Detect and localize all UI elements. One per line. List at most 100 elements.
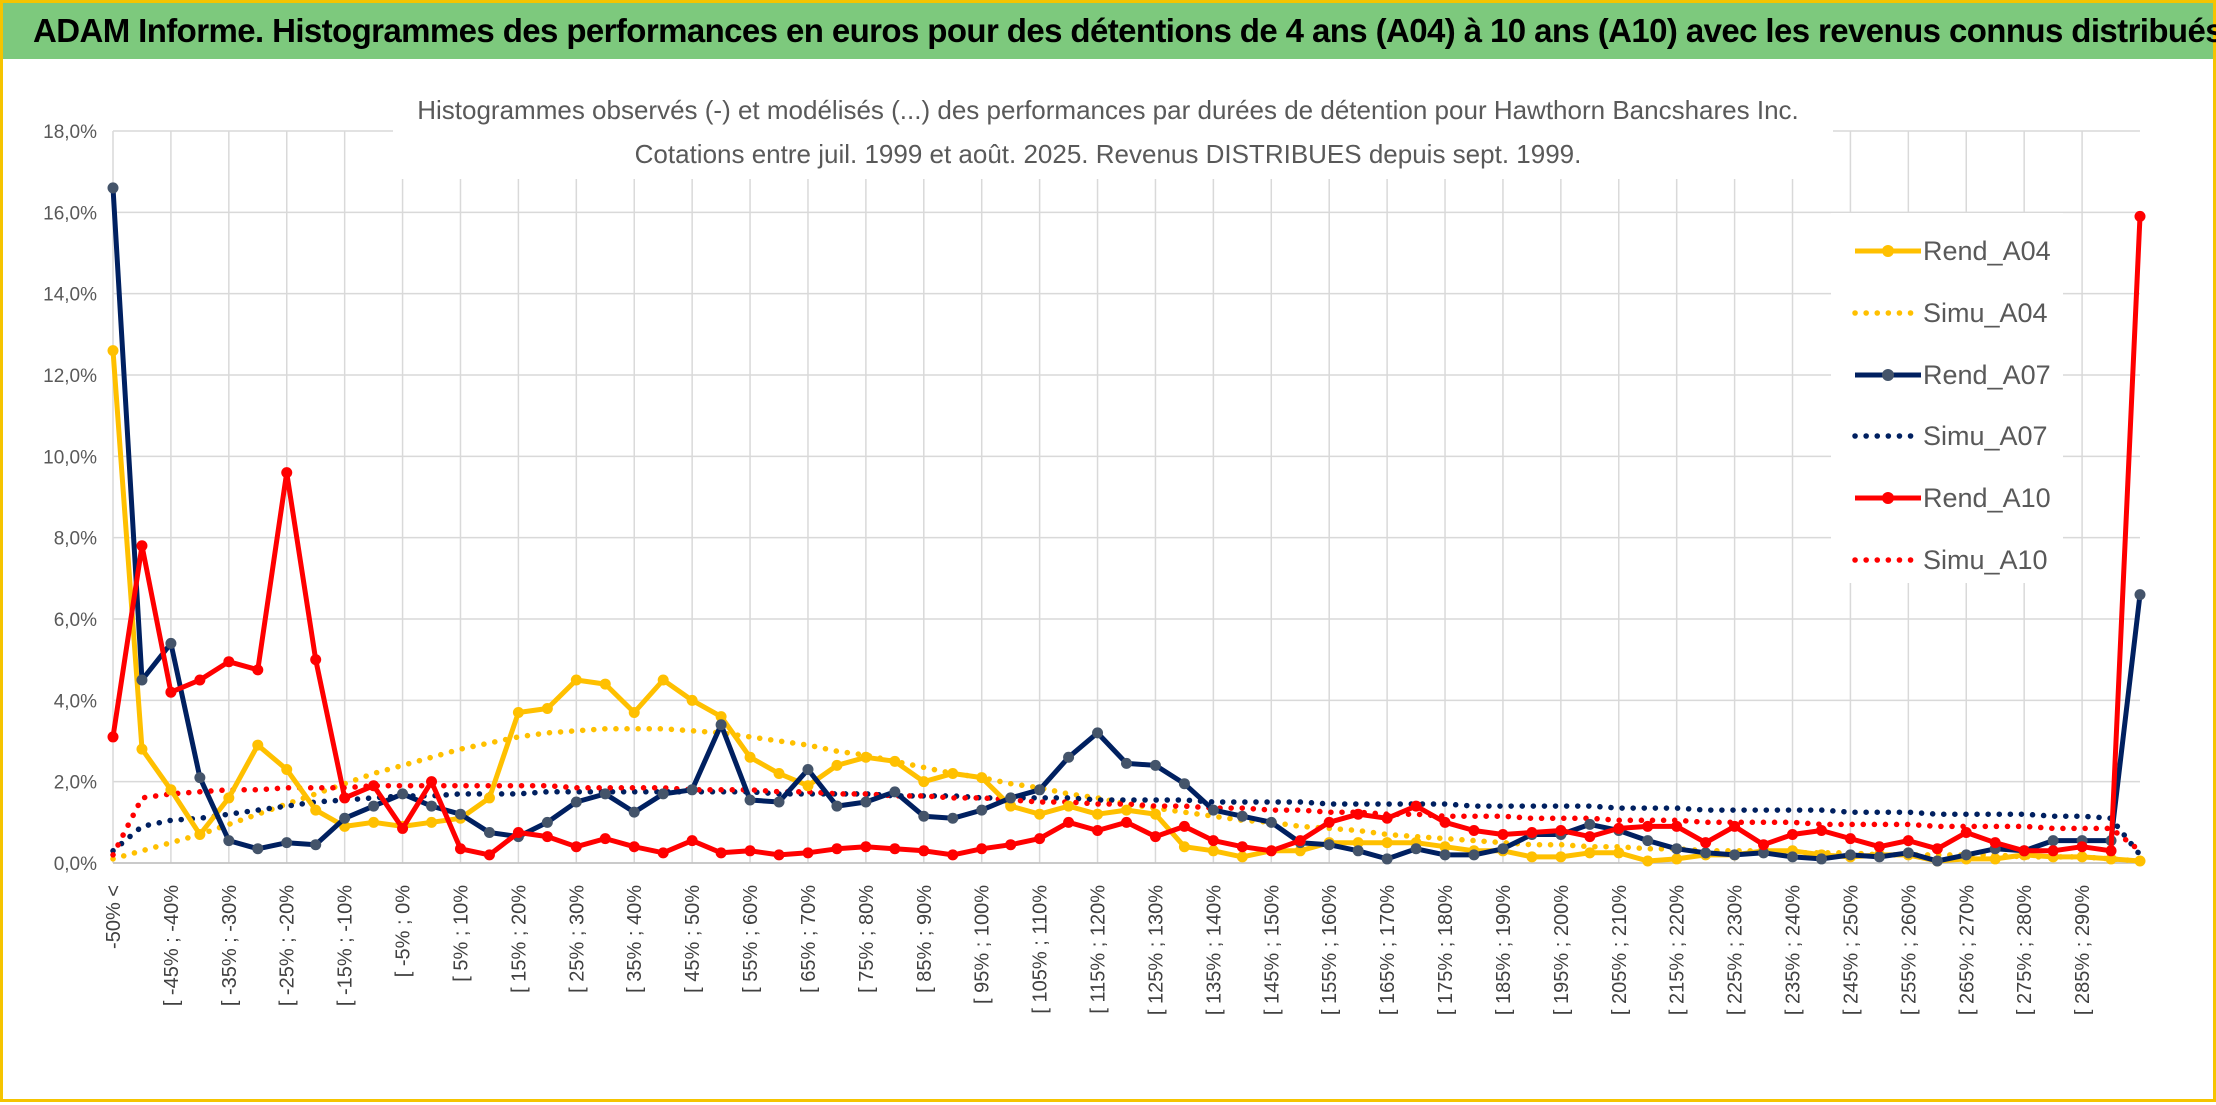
chart-title-group: Histogrammes observés (-) et modélisés (… [393, 87, 1833, 179]
data-point [1294, 835, 1306, 847]
data-point [1005, 839, 1017, 851]
data-point [1410, 843, 1422, 855]
data-point [918, 845, 930, 857]
x-tick-label: [ 205% ; 210% [1609, 885, 1631, 1015]
data-point [2076, 841, 2088, 853]
data-point [1063, 751, 1075, 763]
data-point [599, 678, 611, 690]
y-tick-label: 18,0% [43, 122, 97, 143]
x-tick-label: [ 215% ; 220% [1667, 885, 1689, 1015]
legend-label: Rend_A04 [1923, 236, 2051, 266]
legend-item: Rend_A07 [1855, 360, 2051, 390]
legend-marker [1882, 492, 1894, 504]
x-tick-label: [ 35% ; 40% [624, 885, 646, 993]
data-point [1584, 831, 1596, 843]
x-tick-label: [ 65% ; 70% [798, 885, 820, 993]
data-point [1873, 841, 1885, 853]
x-tick-label: [ 45% ; 50% [682, 885, 704, 993]
data-point [310, 804, 322, 816]
data-point [686, 694, 698, 706]
chart-title: Histogrammes observés (-) et modélisés (… [417, 95, 1799, 125]
series-rend-a10 [107, 210, 2146, 861]
data-point [1149, 831, 1161, 843]
x-tick-label: [ 145% ; 150% [1261, 885, 1283, 1015]
data-point [947, 768, 959, 780]
data-point [483, 792, 495, 804]
data-point [483, 849, 495, 861]
x-tick-label: [ 95% ; 100% [972, 885, 994, 1004]
data-point [1352, 837, 1364, 849]
chart-title-background [393, 87, 1833, 179]
data-point [918, 776, 930, 788]
data-point [1092, 808, 1104, 820]
data-point [2105, 845, 2117, 857]
data-point [1844, 833, 1856, 845]
data-point [1815, 853, 1827, 865]
legend-label: Simu_A07 [1923, 421, 2048, 451]
x-tick-label: [ 15% ; 20% [508, 885, 530, 993]
data-point [1005, 800, 1017, 812]
data-point [512, 707, 524, 719]
data-point [715, 719, 727, 731]
data-point [860, 796, 872, 808]
data-point [2134, 210, 2146, 222]
data-point [1034, 784, 1046, 796]
data-point [947, 812, 959, 824]
data-point [281, 467, 293, 479]
data-point [831, 759, 843, 771]
data-point [1294, 845, 1306, 857]
data-point [1352, 845, 1364, 857]
legend-item: Simu_A04 [1852, 298, 2048, 328]
data-point [1642, 820, 1654, 832]
data-point [426, 816, 438, 828]
data-point [1815, 824, 1827, 836]
x-tick-label: [ 195% ; 200% [1551, 885, 1573, 1015]
data-point [773, 768, 785, 780]
y-tick-label: 0,0% [54, 854, 97, 875]
data-point [715, 711, 727, 723]
x-tick-label: [ -5% ; 0% [393, 885, 415, 977]
data-point [1671, 843, 1683, 855]
data-point [802, 763, 814, 775]
data-point [1352, 808, 1364, 820]
data-point [1787, 829, 1799, 841]
y-tick-label: 6,0% [54, 610, 97, 631]
data-point [599, 788, 611, 800]
data-point [2018, 845, 2030, 857]
data-point [686, 784, 698, 796]
data-point [512, 827, 524, 838]
x-tick-label: [ -15% ; -10% [335, 885, 357, 1006]
y-tick-label: 4,0% [54, 691, 97, 712]
data-point [1700, 837, 1712, 849]
data-point [570, 796, 582, 808]
x-tick-label: [ 135% ; 140% [1203, 885, 1225, 1015]
data-point [889, 843, 901, 855]
data-point [426, 800, 438, 812]
data-point [310, 654, 322, 666]
data-point [1381, 812, 1393, 824]
x-tick-label: [ -45% ; -40% [161, 885, 183, 1006]
data-point [802, 847, 814, 859]
data-point [1439, 841, 1451, 853]
legend-marker [1882, 369, 1894, 381]
data-point [2134, 855, 2146, 867]
data-point [1642, 835, 1654, 847]
data-point [1700, 847, 1712, 859]
data-point [368, 800, 380, 812]
y-tick-label: 10,0% [43, 447, 97, 468]
data-point [1005, 792, 1017, 804]
series-simu-a04 [110, 726, 2143, 864]
data-point [628, 806, 640, 818]
data-point [773, 796, 785, 808]
data-point [2047, 835, 2059, 847]
data-point [657, 847, 669, 859]
legend: Rend_A04 Simu_A04 Rend_A07 Simu_A07 Rend_A10… [1831, 213, 2063, 583]
data-point [483, 827, 495, 838]
data-point [1960, 849, 1972, 861]
data-point [2105, 853, 2117, 865]
x-tick-label: [ 25% ; 30% [566, 885, 588, 993]
legend-item: Simu_A10 [1852, 545, 2048, 575]
data-point [1526, 851, 1538, 863]
data-point [889, 786, 901, 798]
data-point [773, 849, 785, 861]
